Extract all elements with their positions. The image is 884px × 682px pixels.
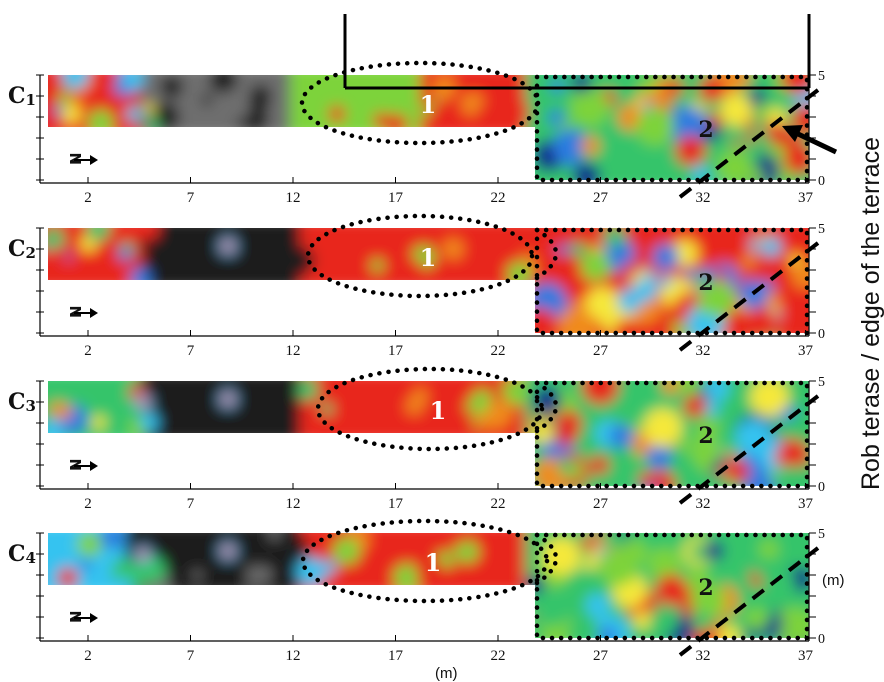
x-tick-label: 7 xyxy=(187,496,195,512)
x-tick-label: 22 xyxy=(491,190,506,206)
x-tick-label: 2 xyxy=(84,190,92,206)
y-tick-label: 5 xyxy=(818,375,825,390)
zone-2-outline xyxy=(534,532,810,641)
x-tick-label: 12 xyxy=(286,190,301,206)
panel-label: C4 xyxy=(8,541,36,567)
x-tick-label: 2 xyxy=(84,343,92,359)
y-tick-label: 5 xyxy=(818,222,825,237)
x-tick-label: 7 xyxy=(187,648,195,664)
x-tick-label: 12 xyxy=(286,648,301,664)
zone-1-outline xyxy=(300,518,550,604)
zone-1-label: 1 xyxy=(420,90,437,119)
resistivity-map xyxy=(48,533,809,638)
north-label: N xyxy=(67,458,85,471)
north-arrow-icon xyxy=(90,155,98,165)
zone-2-outline xyxy=(534,74,810,183)
resistivity-map xyxy=(48,228,809,333)
north-label: N xyxy=(67,305,85,318)
y-unit-label: (m) xyxy=(822,572,845,589)
zone-2-label: 2 xyxy=(698,575,713,601)
x-tick-label: 37 xyxy=(798,190,814,206)
terrace-edge-line xyxy=(678,88,820,199)
x-tick-label: 27 xyxy=(593,343,609,359)
x-tick-label: 2 xyxy=(84,648,92,664)
zone-2-outline xyxy=(534,380,810,489)
x-tick-label: 17 xyxy=(388,648,404,664)
x-tick-label: 22 xyxy=(491,343,506,359)
x-tick-label: 37 xyxy=(798,496,814,512)
zone-2-outline xyxy=(534,227,810,336)
x-tick-label: 17 xyxy=(388,343,404,359)
y-tick-label: 0 xyxy=(818,174,825,189)
terrace-edge-line xyxy=(678,241,820,352)
terrace-edge-label: Rob terase / edge of the terrace xyxy=(857,137,884,490)
zone-1-label: 1 xyxy=(430,396,447,425)
x-tick-label: 12 xyxy=(286,496,301,512)
x-tick-label: 37 xyxy=(798,343,814,359)
resistivity-map xyxy=(48,381,809,486)
terrace-edge-line xyxy=(678,394,820,505)
x-tick-label: 7 xyxy=(187,190,195,206)
x-tick-label: 22 xyxy=(491,496,506,512)
x-tick-label: 27 xyxy=(593,648,609,664)
x-tick-label: 37 xyxy=(798,648,814,664)
terrace-arrow xyxy=(782,125,838,155)
zone-1-label: 1 xyxy=(420,243,437,272)
y-tick-label: 5 xyxy=(818,69,825,84)
y-tick-label: 0 xyxy=(818,480,825,495)
x-tick-label: 17 xyxy=(388,496,404,512)
terrace-edge-line xyxy=(678,546,820,657)
x-tick-label: 27 xyxy=(593,190,609,206)
x-tick-label: 12 xyxy=(286,343,301,359)
y-tick-label: 0 xyxy=(818,327,825,342)
panel-label: C1 xyxy=(8,83,36,109)
north-label: N xyxy=(67,152,85,165)
terrace-frame xyxy=(343,14,811,90)
x-tick-label: 32 xyxy=(696,190,711,206)
y-tick-label: 5 xyxy=(818,527,825,542)
zone-2-label: 2 xyxy=(698,117,713,143)
x-tick-label: 2 xyxy=(84,496,92,512)
north-arrow-icon xyxy=(90,308,98,318)
x-tick-label: 32 xyxy=(696,648,711,664)
north-arrow-icon xyxy=(90,613,98,623)
x-tick-label: 32 xyxy=(696,343,711,359)
x-tick-label: 17 xyxy=(388,190,404,206)
x-tick-label: 27 xyxy=(593,496,609,512)
x-unit-label: (m) xyxy=(435,665,458,682)
zone-1-outline xyxy=(305,213,535,299)
x-tick-label: 32 xyxy=(696,496,711,512)
north-arrow-icon xyxy=(90,461,98,471)
x-tick-label: 22 xyxy=(491,648,506,664)
y-tick-label: 0 xyxy=(818,632,825,647)
panel-label: C2 xyxy=(8,236,36,262)
zone-2-label: 2 xyxy=(698,423,713,449)
x-tick-label: 7 xyxy=(187,343,195,359)
zone-2-label: 2 xyxy=(698,270,713,296)
panel-label: C3 xyxy=(8,389,36,415)
zone-1-outline xyxy=(315,366,545,452)
north-label: N xyxy=(67,610,85,623)
zone-1-label: 1 xyxy=(425,548,442,577)
resistivity-map xyxy=(48,75,809,180)
